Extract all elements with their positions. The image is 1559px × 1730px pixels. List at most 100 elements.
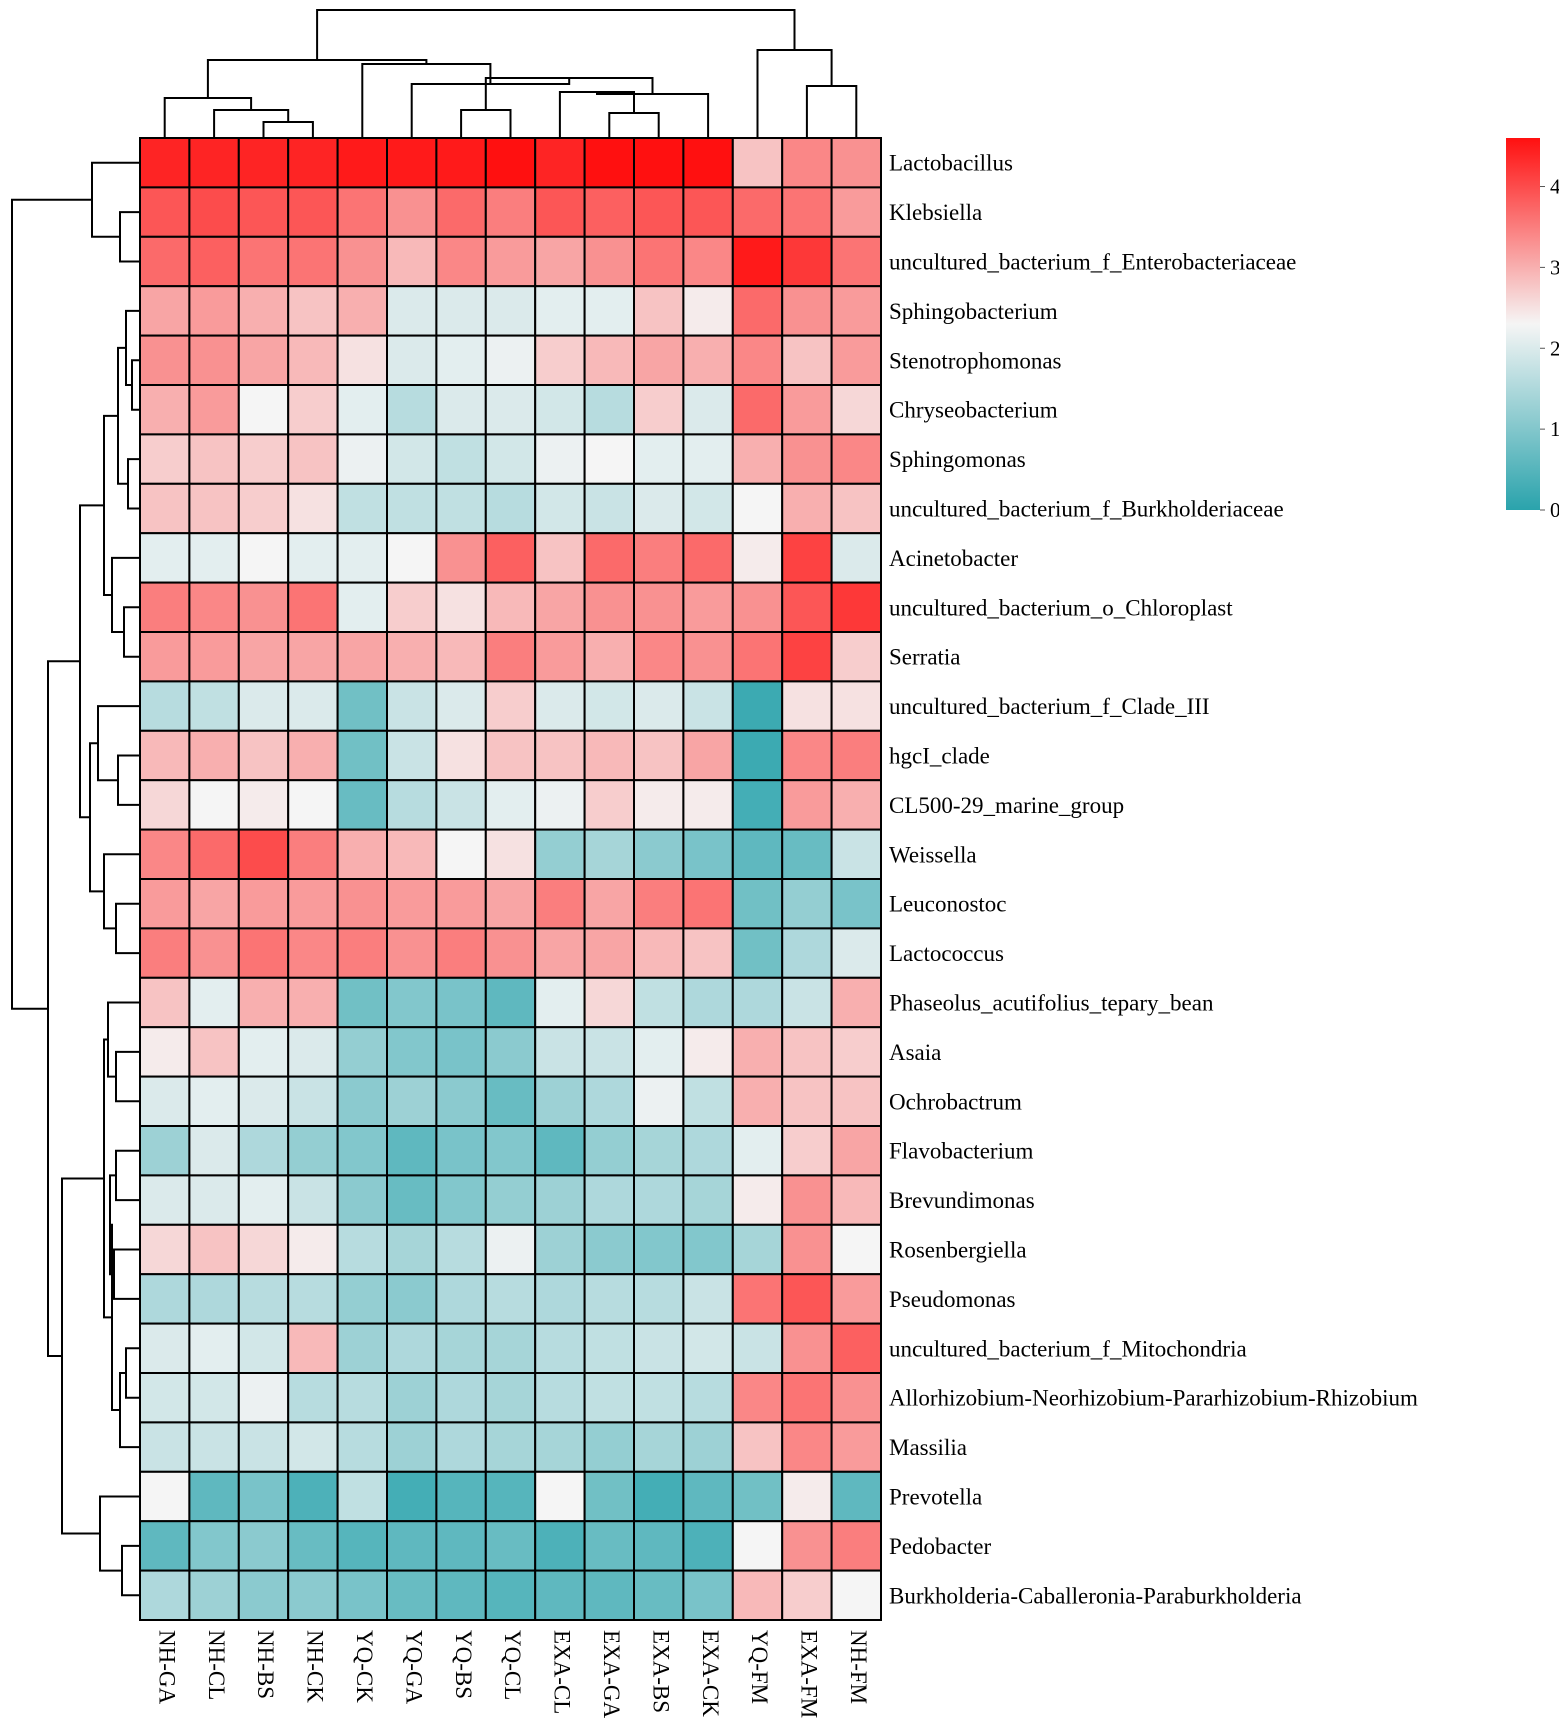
heatmap-cell	[484, 1075, 537, 1127]
heatmap-cell	[534, 878, 586, 930]
heatmap-cell	[237, 631, 290, 683]
heatmap-cell	[188, 1125, 240, 1177]
heatmap-cell	[682, 482, 734, 535]
heatmap-cell	[336, 334, 389, 387]
heatmap-cell	[484, 137, 537, 189]
heatmap-cell	[336, 680, 389, 732]
heatmap-cell	[139, 1520, 191, 1572]
heatmap-cell	[336, 976, 389, 1029]
heatmap-cell	[287, 334, 339, 387]
dendrogram-branch	[115, 1149, 140, 1202]
heatmap-cell	[633, 680, 685, 732]
heatmap-cell	[484, 631, 537, 683]
row-label: Prevotella	[889, 1485, 982, 1510]
heatmap-cell	[287, 729, 339, 782]
heatmap-cell	[830, 1470, 882, 1523]
heatmap-cell	[336, 729, 389, 782]
heatmap-cell	[682, 1125, 734, 1177]
heatmap-cell	[682, 1372, 734, 1424]
heatmap-cell	[287, 532, 339, 584]
heatmap-cell	[139, 1470, 191, 1523]
heatmap-cell	[435, 1026, 487, 1078]
heatmap-cell	[237, 433, 290, 485]
heatmap-cell	[534, 976, 586, 1029]
heatmap-cell	[484, 1125, 537, 1177]
heatmap-cell	[188, 631, 240, 683]
heatmap-cell	[237, 1125, 290, 1177]
heatmap-cell	[484, 976, 537, 1029]
heatmap-cell	[781, 1273, 833, 1325]
heatmap-cell	[534, 581, 586, 633]
dendrogram-branch	[127, 458, 140, 510]
heatmap-cell	[731, 828, 784, 880]
heatmap-cell	[583, 1470, 635, 1523]
heatmap-cell	[534, 285, 586, 337]
column-label: NH-FM	[846, 1630, 871, 1704]
heatmap-cell	[386, 680, 438, 732]
heatmap-cell	[139, 828, 191, 880]
heatmap-cell	[336, 1026, 389, 1078]
column-label: NH-CL	[204, 1630, 229, 1700]
dendrogram-branch	[206, 59, 428, 98]
heatmap-cell	[386, 482, 438, 535]
heatmap-cell	[583, 1026, 635, 1078]
heatmap-cell	[386, 828, 438, 880]
heatmap-cell	[287, 1520, 339, 1572]
color-scale-bar	[1506, 138, 1540, 510]
heatmap-cell	[583, 581, 635, 633]
heatmap-cell	[583, 1520, 635, 1572]
heatmap-cell	[781, 1470, 833, 1523]
heatmap-cell	[435, 927, 487, 979]
heatmap-cell	[287, 137, 339, 189]
heatmap-cell	[484, 285, 537, 337]
row-dendrogram	[11, 161, 140, 1597]
heatmap-cell	[731, 1322, 784, 1374]
heatmap-cell	[682, 433, 734, 485]
heatmap-cell	[583, 1372, 635, 1424]
heatmap-cell	[287, 828, 339, 880]
heatmap-cell	[237, 927, 290, 979]
column-label: NH-CK	[303, 1630, 328, 1703]
dendrogram-branch	[113, 1248, 140, 1300]
heatmap-cell	[633, 581, 685, 633]
heatmap-cell	[830, 828, 882, 880]
heatmap-cell	[781, 186, 833, 238]
heatmap-cell	[633, 1026, 685, 1078]
heatmap-cell	[534, 828, 586, 880]
heatmap-cell	[534, 137, 586, 189]
column-label: NH-BS	[253, 1630, 278, 1699]
heatmap-cell	[633, 779, 685, 831]
heatmap-cell	[484, 1372, 537, 1424]
column-label: EXA-BS	[648, 1630, 673, 1713]
heatmap-cell	[188, 186, 240, 238]
heatmap-cell	[336, 186, 389, 238]
heatmap-cell	[484, 1470, 537, 1523]
heatmap-cell	[731, 1223, 784, 1276]
dendrogram-branch	[410, 78, 571, 138]
heatmap-cell	[139, 1273, 191, 1325]
heatmap-cell	[781, 1520, 833, 1572]
heatmap-cell	[435, 1569, 487, 1621]
heatmap-cell	[830, 631, 882, 683]
heatmap-cell	[188, 1273, 240, 1325]
column-dendrogram	[163, 9, 858, 138]
heatmap-cell	[386, 384, 438, 436]
heatmap-cell	[435, 1273, 487, 1325]
row-label: Phaseolus_acutifolius_tepary_bean	[889, 991, 1214, 1016]
heatmap-cell	[583, 334, 635, 387]
heatmap-cell	[386, 1322, 438, 1374]
heatmap-cell	[682, 137, 734, 189]
heatmap-cell	[534, 384, 586, 436]
dendrogram-branch	[47, 660, 80, 1357]
heatmap-cell	[781, 680, 833, 732]
heatmap-cell	[633, 976, 685, 1029]
heatmap-cell	[386, 1569, 438, 1621]
heatmap-cell	[386, 1223, 438, 1276]
heatmap-cell	[336, 1075, 389, 1127]
heatmap-cell	[484, 1421, 537, 1473]
heatmap-cell	[188, 334, 240, 387]
heatmap-cell	[731, 433, 784, 485]
column-label: EXA-FM	[797, 1630, 822, 1718]
heatmap-cell	[386, 779, 438, 831]
heatmap-cell	[781, 334, 833, 387]
